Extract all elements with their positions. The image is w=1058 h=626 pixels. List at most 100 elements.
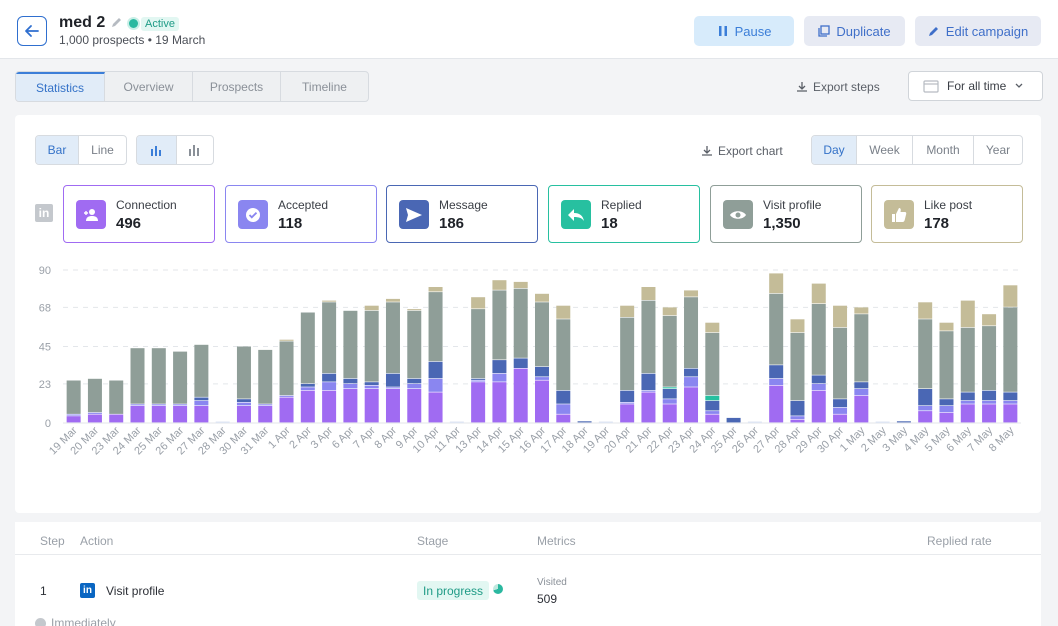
bar-segment-like-post[interactable] <box>471 297 486 309</box>
bar-segment-connection[interactable] <box>684 387 699 423</box>
bar-segment-replied[interactable] <box>705 395 720 401</box>
bar-segment-connection[interactable] <box>982 404 997 423</box>
bar-segment-accepted[interactable] <box>151 404 166 406</box>
bar-segment-connection[interactable] <box>918 411 933 423</box>
bar-segment-accepted[interactable] <box>833 407 848 414</box>
bar-segment-connection[interactable] <box>811 390 826 423</box>
bar-segment-message[interactable] <box>854 382 869 389</box>
bar-segment-connection[interactable] <box>471 382 486 423</box>
bar-segment-connection[interactable] <box>641 392 656 423</box>
bar-segment-like-post[interactable] <box>811 283 826 304</box>
bar-segment-connection[interactable] <box>535 380 549 423</box>
bar-segment-like-post[interactable] <box>385 298 400 302</box>
edit-campaign-button[interactable]: Edit campaign <box>915 16 1041 46</box>
bar-segment-visit-profile[interactable] <box>641 300 656 374</box>
bar-segment-accepted[interactable] <box>258 404 273 406</box>
bar-segment-message[interactable] <box>471 378 486 380</box>
bar-segment-connection[interactable] <box>300 390 315 423</box>
bar-segment-connection[interactable] <box>364 389 379 423</box>
bar-segment-like-post[interactable] <box>513 281 528 289</box>
bar-segment-visit-profile[interactable] <box>173 351 188 404</box>
bar-segment-like-post[interactable] <box>620 305 635 317</box>
bar-segment-like-post[interactable] <box>641 287 656 300</box>
bar-segment-accepted[interactable] <box>811 383 826 391</box>
bar-segment-connection[interactable] <box>343 389 358 423</box>
bar-segment-visit-profile[interactable] <box>939 331 954 399</box>
bar-segment-visit-profile[interactable] <box>705 332 720 396</box>
time-range-select[interactable]: For all time <box>908 71 1043 101</box>
stat-replied[interactable]: Replied 18 <box>548 185 700 243</box>
bar-segment-visit-profile[interactable] <box>918 319 933 389</box>
bar-segment-like-post[interactable] <box>982 314 997 326</box>
bar-segment-accepted[interactable] <box>428 378 443 392</box>
bar-segment-message[interactable] <box>662 389 677 399</box>
bar-segment-like-post[interactable] <box>407 309 422 311</box>
bar-segment-connection[interactable] <box>492 382 507 423</box>
duplicate-button[interactable]: Duplicate <box>804 16 905 46</box>
bar-segment-connection[interactable] <box>87 414 102 423</box>
bar-segment-connection[interactable] <box>173 406 188 423</box>
bar-segment-visit-profile[interactable] <box>471 309 486 379</box>
bar-segment-message[interactable] <box>322 373 337 382</box>
bar-segment-visit-profile[interactable] <box>769 293 784 365</box>
bar-segment-message[interactable] <box>705 400 720 411</box>
bar-segment-connection[interactable] <box>769 385 784 423</box>
bar-segment-accepted[interactable] <box>236 402 251 406</box>
bar-segment-like-post[interactable] <box>684 290 699 297</box>
bar-segment-visit-profile[interactable] <box>300 312 315 384</box>
bar-segment-connection[interactable] <box>322 390 337 423</box>
bar-segment-like-post[interactable] <box>918 302 933 319</box>
bar-segment-connection[interactable] <box>790 419 805 423</box>
bar-segment-accepted[interactable] <box>854 389 869 396</box>
bar-segment-accepted[interactable] <box>939 406 954 413</box>
bar-segment-accepted[interactable] <box>535 377 549 380</box>
bar-segment-visit-profile[interactable] <box>364 310 379 382</box>
bar-segment-message[interactable] <box>513 358 528 368</box>
bar-segment-connection[interactable] <box>513 368 528 423</box>
bar-segment-like-post[interactable] <box>705 322 720 333</box>
line-option[interactable]: Line <box>91 143 114 157</box>
bar-segment-connection[interactable] <box>407 389 422 423</box>
tab-prospects[interactable]: Prospects <box>193 72 281 101</box>
bar-segment-accepted[interactable] <box>662 399 677 404</box>
bar-segment-accepted[interactable] <box>322 382 337 391</box>
period-day[interactable]: Day <box>812 136 857 164</box>
bar-segment-accepted[interactable] <box>300 387 315 391</box>
bar-segment-visit-profile[interactable] <box>407 310 422 379</box>
bar-segment-connection[interactable] <box>939 412 954 423</box>
bar-segment-visit-profile[interactable] <box>684 297 699 368</box>
bar-segment-accepted[interactable] <box>492 373 507 382</box>
stat-visit-profile[interactable]: Visit profile 1,350 <box>710 185 862 243</box>
period-month[interactable]: Month <box>913 136 974 164</box>
bar-segment-visit-profile[interactable] <box>385 302 400 374</box>
stat-like-post[interactable]: Like post 178 <box>871 185 1023 243</box>
bar-segment-message[interactable] <box>364 382 379 385</box>
bar-segment-connection[interactable] <box>130 406 145 423</box>
bar-segment-connection[interactable] <box>66 416 81 423</box>
bar-segment-accepted[interactable] <box>87 412 102 414</box>
bar-segment-visit-profile[interactable] <box>428 292 443 362</box>
bar-segment-like-post[interactable] <box>556 305 571 319</box>
bar-segment-visit-profile[interactable] <box>535 302 549 367</box>
bar-segment-message[interactable] <box>194 397 209 401</box>
bar-segment-accepted[interactable] <box>407 383 422 389</box>
bar-segment-visit-profile[interactable] <box>109 380 124 414</box>
bar-segment-like-post[interactable] <box>364 305 379 311</box>
bar-segment-accepted[interactable] <box>385 387 400 389</box>
bar-segment-connection[interactable] <box>620 404 635 423</box>
bar-segment-accepted[interactable] <box>194 400 209 406</box>
bar-segment-connection[interactable] <box>854 395 869 423</box>
bar-segment-message[interactable] <box>407 378 422 384</box>
bar-segment-accepted[interactable] <box>705 411 720 414</box>
bar-segment-message[interactable] <box>939 399 954 406</box>
bar-segment-connection[interactable] <box>109 414 124 423</box>
tab-overview[interactable]: Overview <box>105 72 193 101</box>
bar-segment-visit-profile[interactable] <box>130 348 145 404</box>
bar-segment-like-post[interactable] <box>790 319 805 333</box>
bar-segment-visit-profile[interactable] <box>279 341 294 396</box>
bar-segment-accepted[interactable] <box>343 383 358 389</box>
bar-segment-message[interactable] <box>960 392 975 401</box>
bar-segment-message[interactable] <box>492 360 507 374</box>
bar-segment-like-post[interactable] <box>428 287 443 292</box>
bar-segment-accepted[interactable] <box>556 404 571 414</box>
